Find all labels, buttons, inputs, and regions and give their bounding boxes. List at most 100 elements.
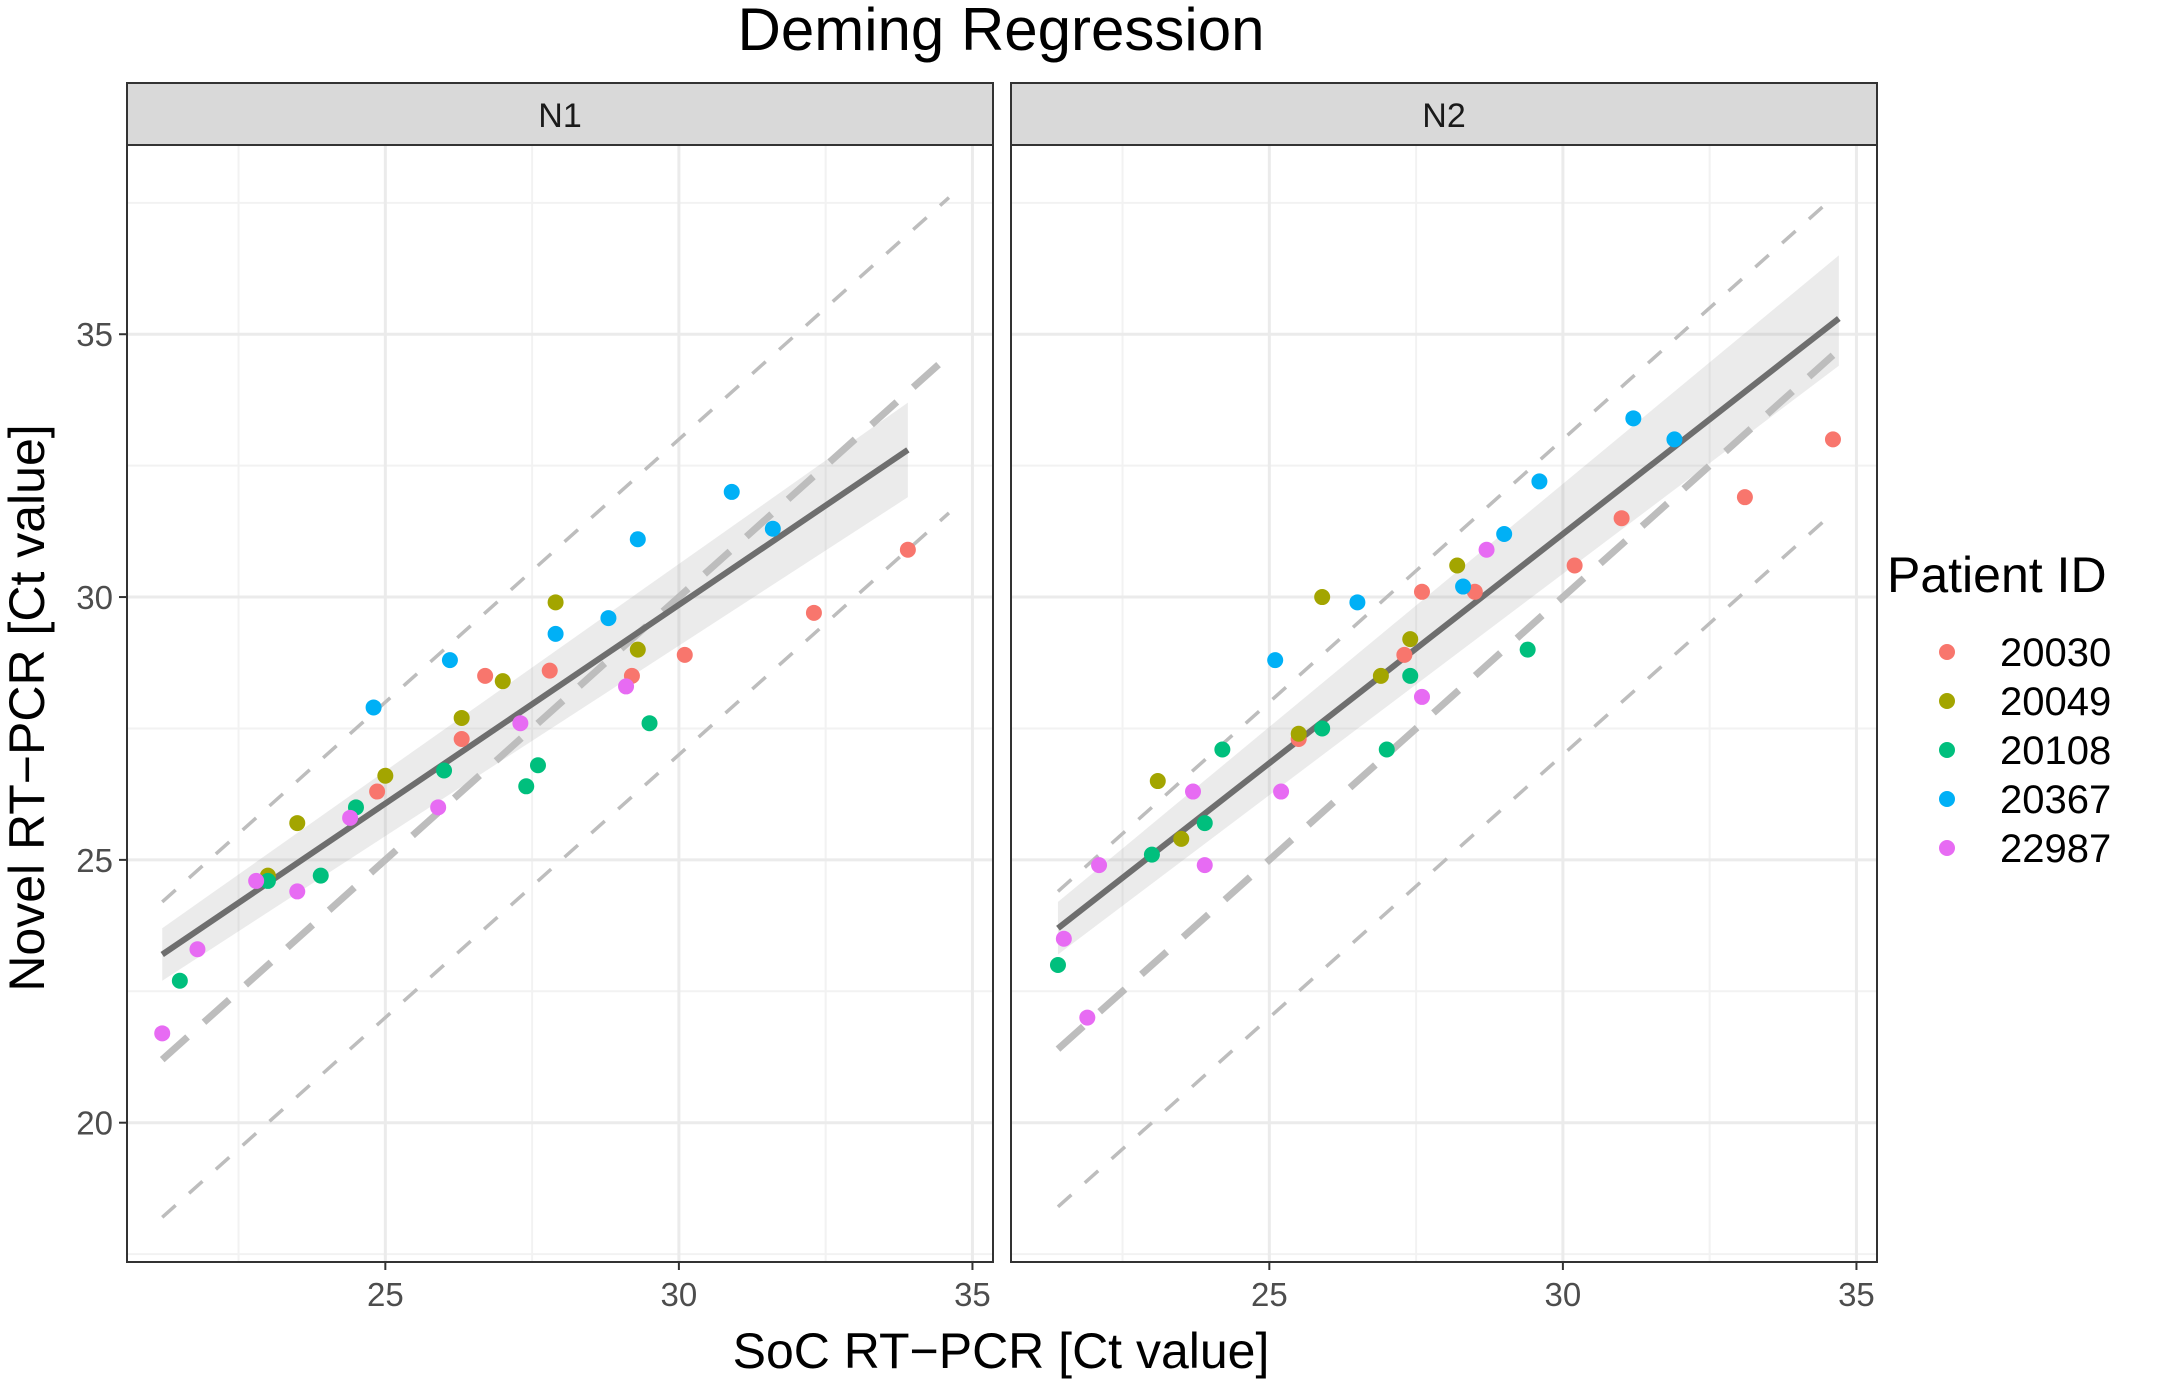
data-point-22987: [1478, 541, 1495, 558]
data-point-20030: [1824, 431, 1841, 448]
data-point-20049: [1449, 557, 1466, 574]
legend-label-22987: 22987: [2000, 827, 2111, 871]
data-point-22987: [1091, 857, 1108, 874]
data-point-20367: [1496, 525, 1513, 542]
data-point-20049: [1173, 830, 1190, 847]
data-point-22987: [1273, 783, 1290, 800]
data-point-20049: [1290, 725, 1307, 742]
data-point-20108: [436, 762, 453, 779]
panel-n2: N2: [1010, 82, 1878, 1263]
panel-border: [126, 144, 994, 1263]
data-point-20049: [1372, 667, 1389, 684]
confidence-band: [162, 402, 908, 981]
data-point-20030: [899, 541, 916, 558]
data-point-20108: [171, 972, 188, 989]
data-point-20049: [1149, 773, 1166, 790]
legend-label-20108: 20108: [2000, 729, 2111, 773]
reference-line-lower-limit: [161, 511, 951, 1219]
x-tick-label: 25: [1251, 1276, 1288, 1313]
reference-line-lower-limit: [1056, 511, 1835, 1209]
data-point-20030: [453, 730, 470, 747]
data-point-20049: [377, 767, 394, 784]
data-point-22987: [1196, 857, 1213, 874]
data-point-20367: [1455, 578, 1472, 595]
data-point-22987: [1185, 783, 1202, 800]
data-point-22987: [430, 799, 447, 816]
data-point-20367: [1666, 431, 1683, 448]
data-point-20030: [1413, 583, 1430, 600]
data-point-22987: [1413, 688, 1430, 705]
data-point-22987: [512, 715, 529, 732]
panel-border: [1010, 144, 1878, 1263]
chart-title: Deming Regression: [738, 0, 1265, 63]
data-point-20108: [312, 867, 329, 884]
data-point-20049: [1402, 631, 1419, 648]
data-point-20030: [541, 662, 558, 679]
data-point-20367: [1267, 652, 1284, 669]
data-point-20367: [600, 610, 617, 627]
strip-n1: [126, 82, 994, 146]
y-tick-label: 20: [76, 1105, 113, 1142]
data-point-22987: [342, 809, 359, 826]
regression-line: [1056, 316, 1841, 931]
x-axis-title: SoC RT−PCR [Ct value]: [733, 1323, 1270, 1379]
reference-line-upper-limit: [161, 196, 951, 904]
data-point-20108: [1378, 741, 1395, 758]
legend-label-20367: 20367: [2000, 778, 2111, 822]
data-point-20030: [1396, 646, 1413, 663]
legend-key-22987: [1939, 840, 1955, 856]
x-tick-label: 30: [661, 1276, 698, 1313]
data-point-22987: [154, 1025, 171, 1042]
data-point-20367: [365, 699, 382, 716]
reference-line-identity: [159, 352, 952, 1063]
reference-line-upper-limit: [1056, 196, 1835, 893]
legend-key-20049: [1939, 693, 1955, 709]
strip-label-n2: N2: [1422, 97, 1465, 135]
data-point-20108: [1196, 815, 1213, 832]
data-point-22987: [189, 941, 206, 958]
data-point-20108: [518, 778, 535, 795]
legend-key-20030: [1939, 644, 1955, 660]
data-point-20108: [1314, 720, 1331, 737]
data-point-22987: [1079, 1009, 1096, 1026]
data-point-20367: [764, 520, 781, 537]
data-point-20108: [1214, 741, 1231, 758]
data-point-22987: [289, 883, 306, 900]
confidence-band: [1057, 255, 1839, 955]
legend-label-20030: 20030: [2000, 631, 2111, 675]
data-point-20049: [289, 815, 306, 832]
x-axis: 25 30 35 25 30 35: [367, 1262, 1875, 1313]
data-point-20108: [1143, 846, 1160, 863]
data-point-20367: [1531, 473, 1548, 490]
data-point-20367: [441, 652, 458, 669]
data-point-20367: [629, 531, 646, 548]
data-point-20030: [477, 667, 494, 684]
data-point-20049: [453, 709, 470, 726]
data-point-20367: [723, 483, 740, 500]
data-point-20108: [1402, 667, 1419, 684]
reference-line-identity: [1055, 352, 1836, 1052]
data-point-20108: [1049, 957, 1066, 974]
legend: Patient ID 20030 20049 20108 20367 22987: [1887, 547, 2111, 871]
data-point-22987: [248, 872, 265, 889]
data-point-20049: [629, 641, 646, 658]
legend-title: Patient ID: [1887, 547, 2107, 603]
data-point-20367: [547, 625, 564, 642]
data-point-20108: [641, 715, 658, 732]
y-axis-title: Novel RT−PCR [Ct value]: [0, 424, 55, 991]
data-point-20367: [1349, 594, 1366, 611]
data-point-20108: [1519, 641, 1536, 658]
legend-key-20108: [1939, 742, 1955, 758]
data-point-20049: [1314, 589, 1331, 606]
y-axis: 20 25 30 35: [76, 316, 127, 1142]
panel-n1: N1: [126, 82, 994, 1263]
legend-key-20367: [1939, 791, 1955, 807]
data-point-20049: [547, 594, 564, 611]
data-point-20030: [805, 604, 822, 621]
x-tick-label: 30: [1545, 1276, 1582, 1313]
y-tick-label: 35: [76, 316, 113, 353]
x-tick-label: 35: [954, 1276, 991, 1313]
data-point-22987: [618, 678, 635, 695]
data-point-20030: [1736, 489, 1753, 506]
